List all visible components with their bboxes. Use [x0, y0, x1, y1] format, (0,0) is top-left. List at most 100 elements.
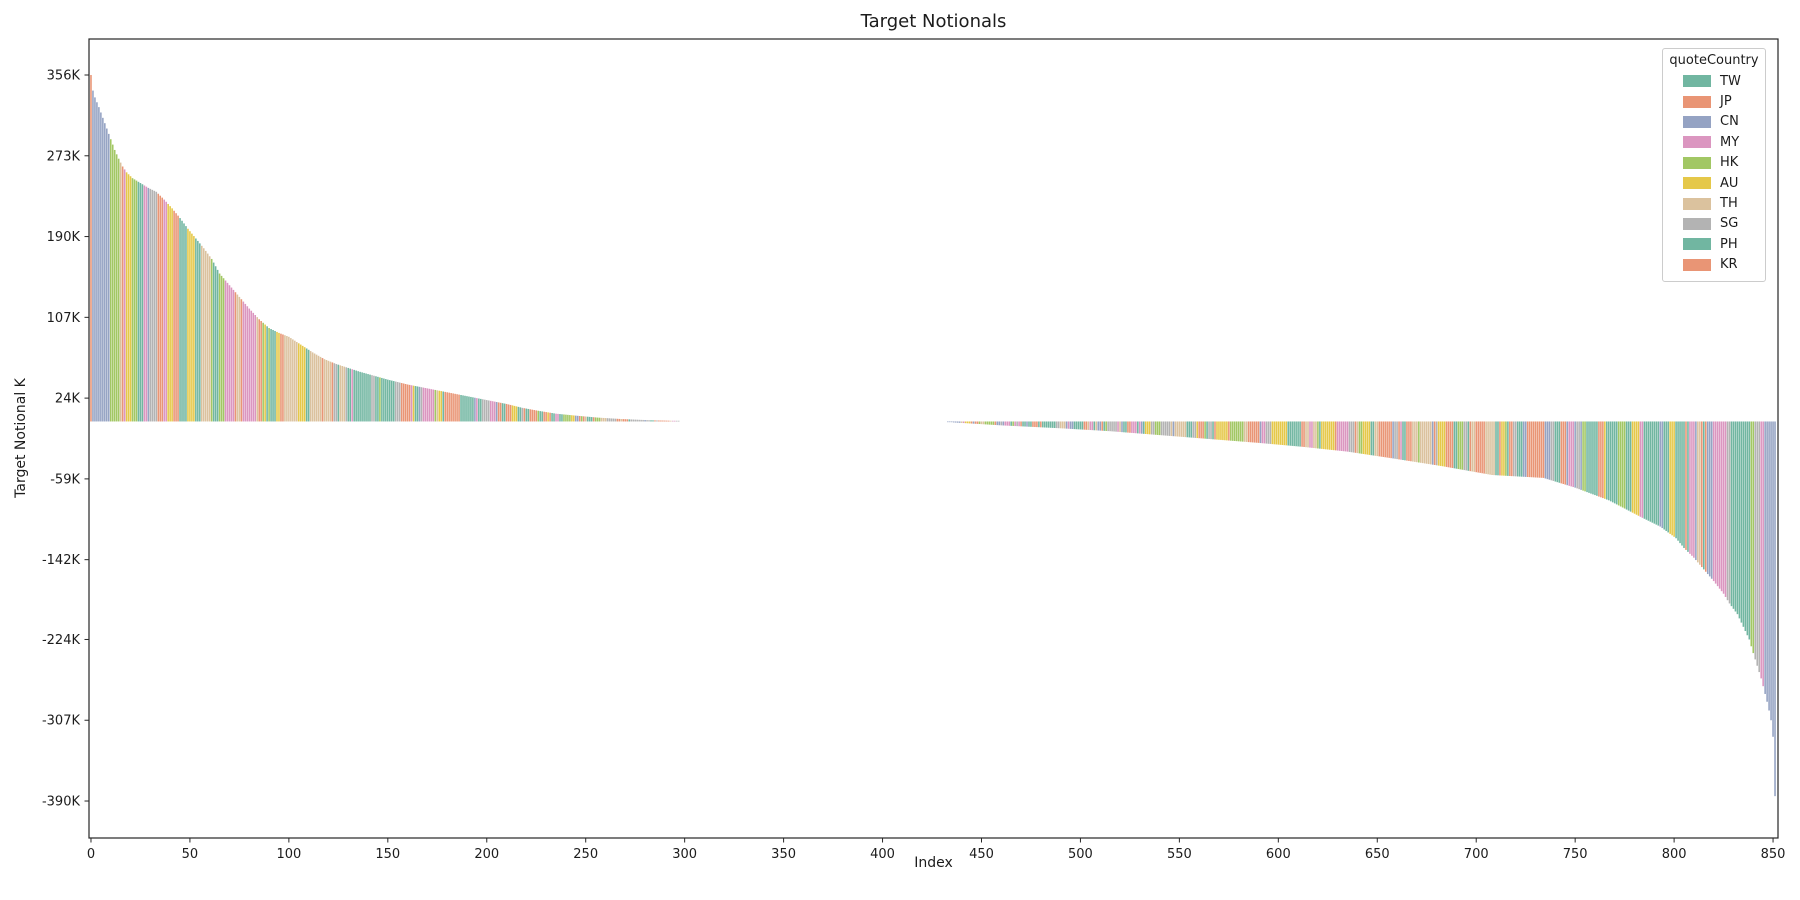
bar: [1366, 421, 1369, 455]
bar: [1568, 421, 1571, 486]
bar: [675, 420, 678, 422]
bar: [1002, 421, 1005, 426]
bar: [1372, 421, 1375, 456]
bar: [1408, 421, 1410, 461]
bar: [1077, 421, 1080, 430]
bar: [1550, 421, 1553, 481]
bar: [1230, 421, 1232, 441]
bar: [594, 417, 597, 422]
bar: [503, 403, 506, 422]
bar: [586, 416, 589, 422]
bar: [1067, 421, 1070, 429]
bar: [970, 421, 973, 424]
bar: [1556, 421, 1559, 483]
y-tick-label: 356K: [47, 69, 81, 84]
bar: [113, 149, 116, 422]
bar: [511, 405, 514, 422]
bar: [159, 195, 162, 422]
legend-swatch-AU: [1683, 177, 1711, 190]
bar: [1085, 421, 1088, 430]
bar: [1004, 421, 1007, 426]
bar: [323, 359, 326, 422]
bar: [1222, 421, 1224, 441]
bar: [1174, 421, 1177, 437]
bar: [529, 409, 532, 422]
bar: [1629, 421, 1632, 512]
bar: [343, 366, 346, 422]
bar: [1728, 421, 1731, 604]
bar: [660, 420, 662, 422]
bar: [422, 387, 425, 422]
bar: [505, 403, 508, 422]
bar: [1162, 421, 1165, 436]
bar: [626, 419, 629, 422]
bar: [1704, 421, 1707, 572]
bar: [1404, 421, 1406, 461]
bar: [141, 184, 144, 422]
bar: [214, 266, 217, 422]
bar: [339, 365, 342, 422]
bar: [331, 362, 334, 422]
bar: [1097, 421, 1100, 431]
bar: [1617, 421, 1620, 506]
bar: [204, 250, 207, 422]
bar: [588, 416, 591, 422]
bar: [1107, 421, 1109, 432]
legend-swatch-HK: [1683, 156, 1711, 169]
bar: [1382, 421, 1384, 457]
x-axis-label: Index: [914, 855, 953, 871]
bar: [418, 386, 421, 422]
bar: [1044, 421, 1046, 428]
bar: [1012, 421, 1014, 426]
x-tick-label: 500: [1068, 847, 1093, 862]
bar: [677, 420, 680, 422]
bar: [256, 317, 258, 422]
bar: [640, 419, 642, 422]
bar: [671, 420, 674, 422]
bar: [464, 395, 466, 422]
bar: [299, 344, 302, 422]
bar: [106, 128, 108, 422]
bar: [630, 419, 633, 422]
bar: [1392, 421, 1394, 459]
bar: [1734, 421, 1737, 612]
legend-swatch-TH: [1683, 197, 1711, 210]
bar: [228, 285, 231, 422]
bar: [187, 228, 189, 422]
bar: [1273, 421, 1276, 445]
x-tick-label: 400: [870, 847, 895, 862]
bar: [545, 412, 547, 422]
bar: [578, 415, 581, 422]
bar: [1089, 421, 1092, 431]
legend: quoteCountry TW JP CN MY HK AU TH SG PH KR: [1662, 48, 1766, 282]
x-tick-label: 600: [1266, 847, 1291, 862]
bar: [1665, 421, 1667, 531]
axis-ticks: [84, 74, 1774, 843]
bar: [129, 176, 132, 422]
bar: [383, 378, 385, 422]
x-tick-label: 100: [276, 847, 301, 862]
bar: [260, 321, 262, 422]
bar: [282, 334, 284, 422]
bar: [390, 380, 393, 422]
bar: [1051, 421, 1054, 428]
bar: [1220, 421, 1222, 440]
x-tick-label: 200: [474, 847, 499, 862]
bar: [1358, 421, 1361, 454]
bar: [1433, 421, 1436, 465]
bar: [1647, 421, 1650, 521]
bar: [1307, 421, 1309, 448]
bar: [359, 371, 361, 422]
bar: [565, 414, 567, 422]
bar: [1410, 421, 1412, 462]
bar: [515, 406, 518, 422]
bar: [96, 102, 98, 422]
bar: [951, 421, 953, 423]
bar: [1536, 421, 1539, 478]
bar: [1342, 421, 1345, 452]
bar: [1362, 421, 1365, 455]
bar: [385, 379, 387, 422]
x-tick-label: 150: [375, 847, 400, 862]
bar: [1293, 421, 1295, 447]
bar: [1574, 421, 1576, 488]
